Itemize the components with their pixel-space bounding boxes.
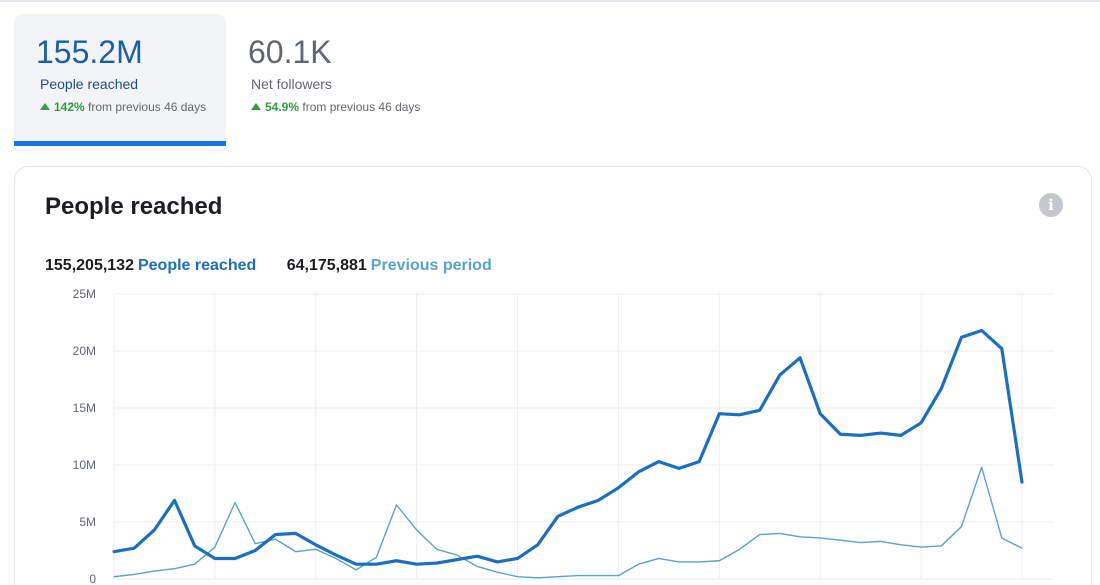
legend-series-current[interactable]: People reached [137, 257, 257, 274]
series-line-previous-period [113, 466, 1023, 579]
info-icon[interactable]: i [1039, 193, 1063, 217]
kpi-delta: 142% from previous 46 days [40, 100, 206, 114]
kpi-tabs: 155.2M People reached 142% from previous… [14, 14, 714, 146]
y-axis-ticks: 0 5M 10M 15M 20M 25M [73, 287, 97, 585]
trend-up-icon [251, 103, 261, 110]
card-title: People reached [45, 193, 223, 220]
y-tick-label: 15M [73, 401, 96, 415]
kpi-delta-pct: 142% [54, 100, 85, 114]
kpi-value: 155.2M [36, 34, 143, 70]
kpi-tab-people-reached[interactable]: 155.2M People reached 142% from previous… [14, 14, 226, 146]
y-tick-label: 0 [89, 572, 96, 585]
top-divider [0, 0, 1100, 2]
kpi-delta-text: from previous 46 days [88, 100, 207, 114]
chart-card: People reached i 155,205,132 People reach… [14, 166, 1092, 585]
y-tick-label: 25M [73, 287, 96, 301]
active-tab-indicator [14, 141, 226, 146]
series-line-people-reached [112, 328, 1024, 566]
trend-up-icon [40, 103, 50, 110]
legend-series-previous[interactable]: Previous period [370, 257, 492, 274]
kpi-value: 60.1K [248, 34, 332, 70]
kpi-label: Net followers [251, 76, 332, 92]
y-tick-label: 10M [73, 458, 96, 472]
legend-previous-total: 64,175,881 [286, 257, 367, 274]
chart-legend: 155,205,132 People reached 64,175,881 Prev… [45, 257, 492, 275]
kpi-delta-text: from previous 46 days [302, 100, 421, 114]
chart-grid [113, 293, 1054, 580]
y-tick-label: 20M [73, 344, 96, 358]
kpi-tab-net-followers[interactable]: 60.1K Net followers 54.9% from previous … [236, 14, 476, 146]
kpi-label: People reached [40, 76, 139, 92]
y-tick-label: 5M [79, 515, 96, 529]
legend-total: 155,205,132 [45, 257, 134, 274]
chart-series [112, 328, 1024, 579]
kpi-delta-pct: 54.9% [265, 100, 300, 114]
kpi-delta: 54.9% from previous 46 days [251, 100, 420, 114]
